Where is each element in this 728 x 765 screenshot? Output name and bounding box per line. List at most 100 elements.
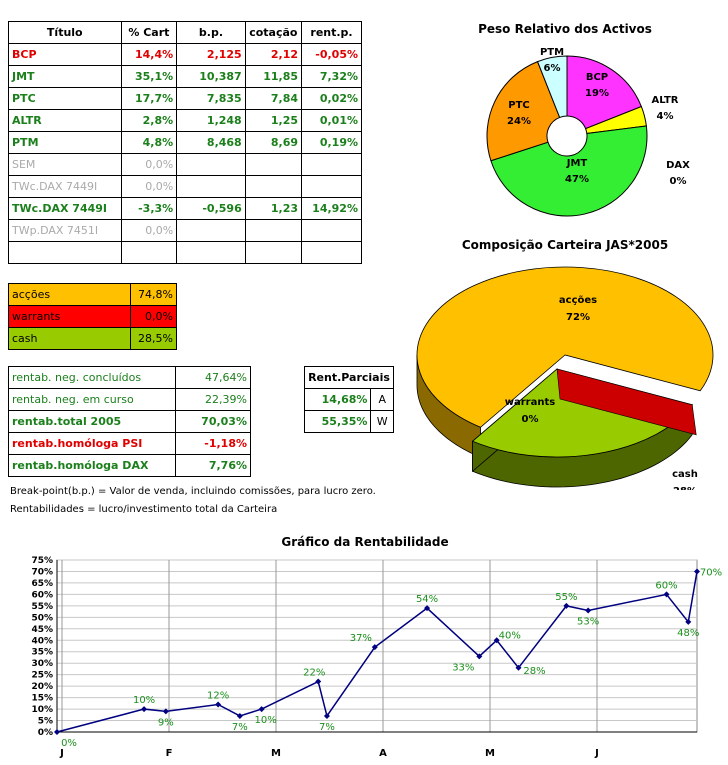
- data-label: 28%: [523, 666, 545, 677]
- table-row: TWc.DAX 7449I -3,3% -0,596 1,23 14,92%: [8, 197, 362, 220]
- table-header-row: Título% Cart b.p. cotação rent.p.: [8, 21, 362, 44]
- table-cell-pct: 2,8%: [120, 109, 178, 132]
- y-tick-label: 25%: [31, 671, 53, 681]
- data-label: 10%: [133, 695, 155, 706]
- rent-parciais-header: Rent.Parciais: [304, 366, 394, 389]
- table-cell-title: ALTR: [8, 109, 122, 132]
- rent-parciais-value: 14,68%: [303, 388, 372, 411]
- column-header: rent.p.: [301, 21, 362, 44]
- pie-label-name: ALTR: [652, 95, 679, 106]
- rentab-value: 7,76%: [175, 454, 251, 477]
- portfolio-table: Título% Cart b.p. cotação rent.p. BCP 14,4% 2,…: [8, 21, 362, 264]
- data-label: 9%: [158, 717, 174, 728]
- table-cell-pct: 35,1%: [120, 65, 178, 88]
- table-cell-pct: 4,8%: [120, 131, 178, 154]
- column-header: % Cart: [120, 21, 178, 44]
- line-chart-title: Gráfico da Rentabilidade: [281, 535, 449, 549]
- rentab-value: 47,64%: [175, 366, 251, 389]
- data-label: 70%: [700, 567, 722, 578]
- table-row: ALTR 2,8% 1,248 1,25 0,01%: [8, 109, 362, 132]
- composition-label: acções: [8, 283, 131, 306]
- data-point: [141, 706, 148, 713]
- pie3d-label-0: acções 72%: [559, 295, 597, 323]
- pie1-title: Peso Relativo dos Activos: [478, 22, 652, 36]
- composition-value: 74,8%: [130, 283, 177, 306]
- pie3d-label-value: 72%: [566, 312, 590, 323]
- y-tick-label: 15%: [31, 694, 53, 704]
- table-cell-pct: 0,0%: [120, 219, 178, 242]
- data-label: 53%: [577, 616, 599, 627]
- data-point: [563, 602, 570, 609]
- table-cell-rent: -0,05%: [301, 43, 362, 66]
- table-cell-pct: 0,0%: [120, 175, 178, 198]
- data-label: 7%: [319, 722, 335, 733]
- note-breakpoint: Break-point(b.p.) = Valor de venda, incl…: [10, 486, 376, 497]
- table-cell-rent: 0,01%: [301, 109, 362, 132]
- data-label: 10%: [255, 715, 277, 726]
- pie-label-value: 47%: [565, 174, 589, 185]
- data-point: [585, 607, 592, 614]
- table-cell-bp: 10,387: [176, 65, 246, 88]
- table-cell-pct: 17,7%: [120, 87, 178, 110]
- table-cell-rent: [301, 241, 362, 264]
- pie3d-label-value: 28%: [673, 486, 697, 490]
- pie-label-name: JMT: [566, 158, 588, 169]
- table-cell-bp: [176, 153, 246, 176]
- y-tick-label: 20%: [31, 682, 53, 692]
- composition-table: acções 74,8% warrants 0,0% cash 28,5%: [8, 283, 177, 350]
- pie-label-value: 0%: [670, 176, 687, 187]
- data-label: 60%: [655, 580, 677, 591]
- y-tick-label: 10%: [31, 705, 53, 715]
- table-cell-bp: 1,248: [176, 109, 246, 132]
- y-tick-label: 45%: [31, 625, 53, 635]
- rentab-label: rentab. neg. em curso: [8, 388, 176, 411]
- data-point: [54, 729, 60, 735]
- pie3d-label-name: warrants: [505, 397, 555, 408]
- y-tick-label: 65%: [31, 579, 53, 589]
- y-tick-label: 60%: [31, 590, 53, 600]
- composition-value: 0,0%: [130, 305, 177, 328]
- pie-label-ptm: PTM 6%: [540, 47, 564, 74]
- y-tick-label: 0%: [38, 728, 53, 738]
- table-cell-title: PTC: [8, 87, 122, 110]
- data-label: 54%: [416, 594, 438, 605]
- rentab-value: 22,39%: [175, 388, 251, 411]
- table-cell-quote: 7,84: [244, 87, 303, 110]
- pie3d-label-value: 0%: [522, 414, 539, 425]
- data-label: 22%: [303, 668, 325, 679]
- table-cell-title: BCP: [8, 43, 122, 66]
- table-row: PTM 4,8% 8,468 8,69 0,19%: [8, 131, 362, 154]
- composition-value: 28,5%: [130, 327, 177, 350]
- table-cell-title: JMT: [8, 65, 122, 88]
- table-cell-bp: [176, 219, 246, 242]
- pie-label-name: BCP: [586, 72, 608, 83]
- pie-label-name: PTC: [508, 100, 530, 111]
- table-cell-rent: 14,92%: [301, 197, 362, 220]
- y-tick-label: 5%: [38, 717, 53, 727]
- data-point: [258, 706, 265, 713]
- data-point: [694, 568, 700, 575]
- table-row: TWc.DAX 7449I 0,0%: [8, 175, 362, 198]
- table-cell-pct: 14,4%: [120, 43, 178, 66]
- pie-label-value: 4%: [657, 111, 674, 122]
- data-point: [663, 591, 670, 598]
- composition-row: acções 74,8%: [8, 283, 177, 306]
- y-tick-label: 55%: [31, 602, 53, 612]
- rent-parciais-code: W: [370, 410, 394, 433]
- data-point: [476, 653, 483, 660]
- table-cell-bp: 7,835: [176, 87, 246, 110]
- rentab-table: rentab. neg. concluídos 47,64% rentab. neg…: [8, 366, 251, 477]
- table-cell-bp: [176, 241, 246, 264]
- rent-parciais-title: Rent.Parciais: [304, 366, 394, 389]
- data-point: [236, 712, 243, 719]
- composition-row: warrants 0,0%: [8, 305, 177, 328]
- data-label: 0%: [61, 738, 77, 749]
- rentab-row: rentab.homóloga PSI -1,18%: [8, 432, 251, 455]
- table-cell-quote: [244, 219, 303, 242]
- rentab-value: -1,18%: [175, 432, 251, 455]
- data-point: [493, 637, 500, 644]
- rent-parciais-code: A: [370, 388, 394, 411]
- table-cell-quote: [244, 175, 303, 198]
- pie-slice-bcp: [566, 55, 643, 130]
- y-tick-label: 35%: [31, 648, 53, 658]
